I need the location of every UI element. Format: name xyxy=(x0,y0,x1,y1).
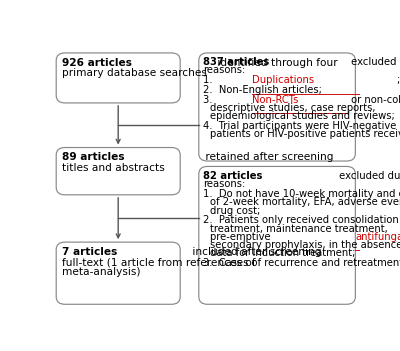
Text: 837 articles: 837 articles xyxy=(204,57,270,67)
Text: of 2-week mortality, EFA, adverse events or: of 2-week mortality, EFA, adverse events… xyxy=(210,197,400,207)
Text: excluded due to following: excluded due to following xyxy=(348,57,400,67)
Text: 89 articles: 89 articles xyxy=(62,152,124,163)
Text: 926 articles: 926 articles xyxy=(62,58,132,68)
Text: primary database searches: primary database searches xyxy=(62,68,207,78)
Text: patients or HIV-positive patients receiving: patients or HIV-positive patients receiv… xyxy=(210,130,400,139)
Text: identified through four: identified through four xyxy=(214,58,338,68)
Text: 4.  Trial participants were HIV-negative: 4. Trial participants were HIV-negative xyxy=(204,121,397,131)
Text: treatment, maintenance treatment,: treatment, maintenance treatment, xyxy=(210,224,388,233)
Text: full-text (1 article from references of: full-text (1 article from references of xyxy=(62,257,256,267)
FancyBboxPatch shape xyxy=(199,166,355,304)
Text: reasons:: reasons: xyxy=(204,65,246,75)
Text: Duplications: Duplications xyxy=(252,75,314,85)
Text: 1.: 1. xyxy=(204,75,219,85)
Text: excluded due to following: excluded due to following xyxy=(336,171,400,181)
Text: 3.: 3. xyxy=(204,95,219,105)
Text: 3.  Cases of recurrence and retreatment.: 3. Cases of recurrence and retreatment. xyxy=(204,258,400,268)
Text: 2.  Non-English articles;: 2. Non-English articles; xyxy=(204,85,322,95)
Text: secondary prophylaxis, in the absence of: secondary prophylaxis, in the absence of xyxy=(210,240,400,250)
Text: epidemiological studies and reviews;: epidemiological studies and reviews; xyxy=(210,112,395,121)
Text: Non-RCTs: Non-RCTs xyxy=(252,95,298,105)
Text: titles and abstracts: titles and abstracts xyxy=(62,163,164,173)
Text: antifungal: antifungal xyxy=(355,232,400,242)
Text: 7 articles: 7 articles xyxy=(62,247,117,257)
Text: retained after screening: retained after screening xyxy=(202,152,333,163)
Text: included after screening: included after screening xyxy=(189,247,322,257)
Text: reasons:: reasons: xyxy=(204,179,246,189)
Text: data for induction treatment;: data for induction treatment; xyxy=(210,248,356,258)
FancyBboxPatch shape xyxy=(56,147,180,195)
Text: meta-analysis): meta-analysis) xyxy=(62,267,140,277)
Text: 2.  Patients only received consolidation: 2. Patients only received consolidation xyxy=(204,215,399,225)
Text: pre-emptive: pre-emptive xyxy=(210,232,274,242)
FancyBboxPatch shape xyxy=(199,53,355,161)
FancyBboxPatch shape xyxy=(56,242,180,304)
Text: descriptive studies, case reports,: descriptive studies, case reports, xyxy=(210,103,376,113)
Text: or non-cohort studies, such as: or non-cohort studies, such as xyxy=(348,95,400,105)
Text: 1.  Do not have 10-week mortality and one: 1. Do not have 10-week mortality and one xyxy=(204,189,400,199)
Text: ;: ; xyxy=(396,75,400,85)
FancyBboxPatch shape xyxy=(56,53,180,103)
Text: 82 articles: 82 articles xyxy=(204,171,263,181)
Text: drug cost;: drug cost; xyxy=(210,205,260,216)
